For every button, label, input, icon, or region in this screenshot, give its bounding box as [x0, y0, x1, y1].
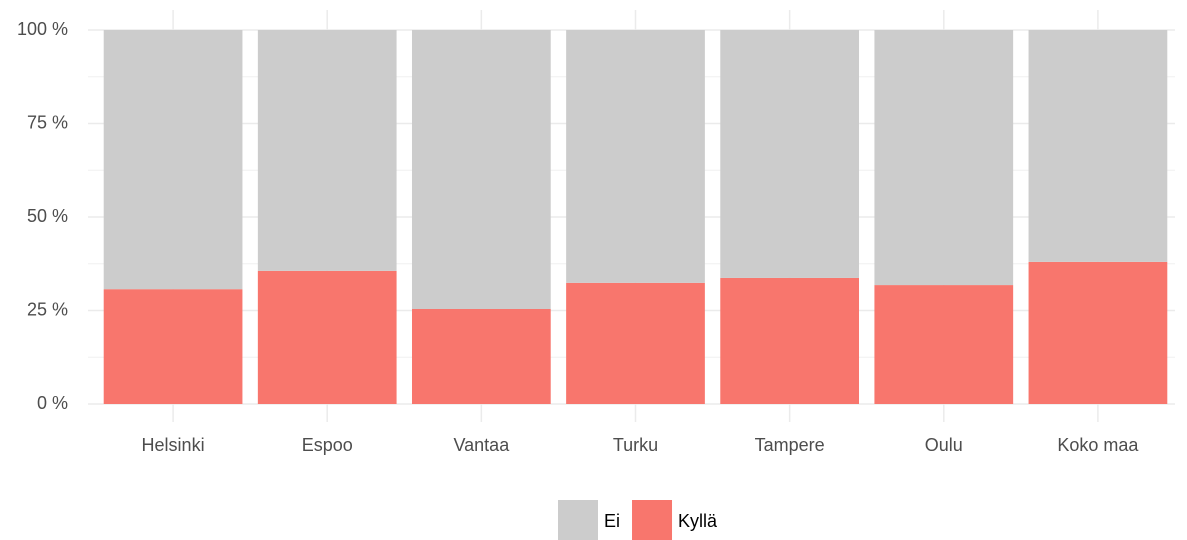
x-tick-label: Oulu [925, 435, 963, 455]
bar-segment [874, 285, 1014, 404]
legend-label: Kyllä [678, 511, 718, 531]
bar-segment [566, 282, 705, 404]
bar-segment [103, 30, 243, 290]
bar-segment [411, 30, 551, 310]
bar-segment [1028, 30, 1168, 262]
bar-segment [1028, 261, 1168, 404]
bar-segment [257, 30, 397, 271]
x-tick-label: Helsinki [142, 435, 205, 455]
y-tick-label: 50 % [27, 206, 68, 226]
x-tick-label: Vantaa [453, 435, 510, 455]
bar-segment [411, 309, 551, 404]
x-tick-label: Tampere [755, 435, 825, 455]
bar-segment [103, 289, 243, 404]
y-tick-label: 0 % [37, 393, 68, 413]
bar-segment [720, 30, 860, 278]
y-tick-label: 100 % [17, 19, 68, 39]
y-tick-label: 25 % [27, 299, 68, 319]
bar-segment [257, 270, 397, 404]
bar-segment [720, 277, 860, 404]
x-tick-label: Espoo [302, 435, 353, 455]
bar-segment [566, 30, 705, 283]
x-tick-label: Turku [613, 435, 658, 455]
legend-label: Ei [604, 511, 620, 531]
x-tick-label: Koko maa [1057, 435, 1139, 455]
legend-swatch [632, 500, 673, 540]
legend-swatch [558, 500, 598, 540]
bar-segment [874, 30, 1014, 286]
y-tick-label: 75 % [27, 112, 68, 132]
